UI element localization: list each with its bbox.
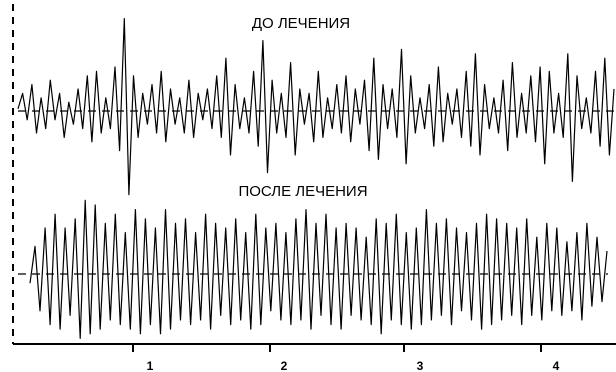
x-tick-label-1: 1	[147, 359, 154, 372]
x-tick-label-2: 2	[281, 359, 288, 372]
panel-title-before: ДО ЛЕЧЕНИЯ	[252, 15, 350, 32]
trace-after-treatment	[29, 199, 608, 339]
x-tick-label-3: 3	[417, 359, 424, 372]
x-tick-label-4: 4	[553, 359, 560, 372]
trace-before-treatment	[17, 18, 615, 196]
panel-title-after: ПОСЛЕ ЛЕЧЕНИЯ	[238, 183, 367, 200]
